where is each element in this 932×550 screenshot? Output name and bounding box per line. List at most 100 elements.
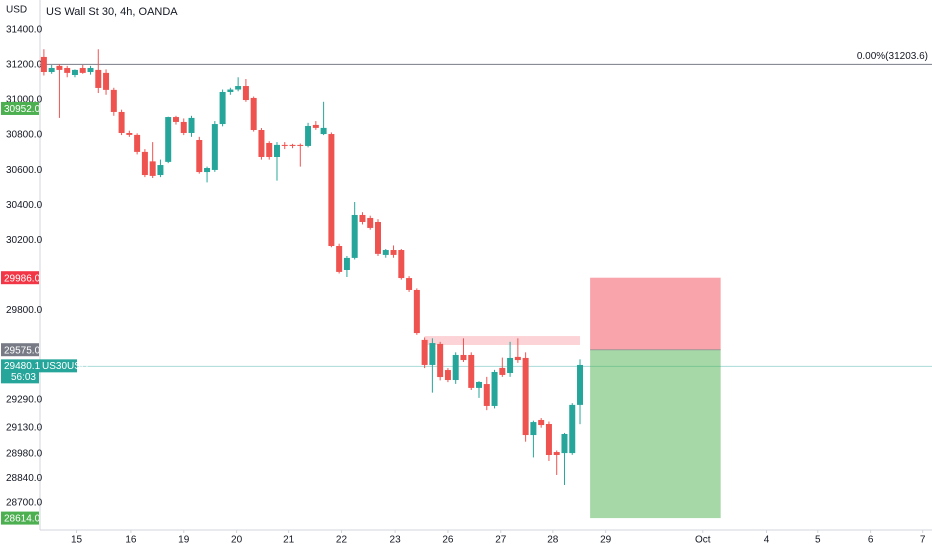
candle-body [343,257,350,270]
x-tick-label: 20 [231,535,243,546]
candle-body [126,132,133,135]
candle-body [235,86,242,90]
x-tick-label: 29 [600,535,612,546]
candle-body [110,89,117,112]
y-unit: USD [6,5,27,16]
y-tick-label: 29290.0 [6,394,43,405]
candle-body [545,424,552,456]
candle-body [312,124,319,128]
fib-label: 0.00%(31203.6) [857,51,928,62]
y-tick-label: 28980.0 [6,449,43,460]
y-tick-label: 31000.0 [6,95,43,106]
x-tick-label: 19 [178,535,190,546]
candle-body [165,117,172,162]
target-box [590,349,721,519]
candle-body [188,117,195,133]
candle-body [514,356,521,361]
candle-body [499,367,506,375]
candle-body [103,72,110,90]
candle-body [538,419,545,426]
y-tick-label: 30400.0 [6,200,43,211]
price-badge-bg [1,343,39,357]
candle-body [134,134,141,152]
candle-body [297,144,304,146]
price-badge-label: 28614.0 [4,514,41,525]
candle-body [359,214,366,222]
candle-body [561,433,568,454]
candle-body [382,250,389,255]
price-badge-bg [1,511,39,525]
candle-body [149,161,156,176]
candle-body [281,144,288,146]
candle-body [398,250,405,279]
candle-body [569,404,576,454]
candle-body [273,144,280,157]
y-tick-label: 30600.0 [6,165,43,176]
candle-body [491,371,498,406]
candle-body [172,117,179,122]
current-price-badge [1,359,39,384]
y-tick-label: 30800.0 [6,130,43,141]
x-tick-label: 15 [71,535,83,546]
candle-body [266,142,273,157]
y-tick-label: 28840.0 [6,473,43,484]
candle-body [413,289,420,334]
x-tick-label: 4 [764,535,770,546]
candle-body [460,354,467,361]
candle-body [476,381,483,388]
candle-body [250,97,257,131]
candle-body [468,354,475,388]
x-tick-label: 23 [390,535,402,546]
candle-body [141,151,148,176]
candle-body [374,221,381,254]
candle-body [157,165,164,176]
price-badge-label: 30952.0 [4,104,41,115]
candle-body [437,343,444,378]
candle-body [406,278,413,290]
candle-body [328,134,335,246]
candle-body [180,121,187,133]
candle-body [48,67,55,73]
candle-body [320,127,327,135]
candle-body [444,370,451,381]
y-tick-label: 31400.0 [6,25,43,36]
symbol-badge [39,359,77,373]
x-tick-label: Oct [695,535,711,546]
x-tick-label: 21 [283,535,295,546]
y-tick-label: 29800.0 [6,305,43,316]
price-badge-label: 29986.0 [4,273,41,284]
countdown-label: 56:03 [11,372,36,383]
y-tick-label: 28700.0 [6,498,43,509]
candle-body [87,67,94,73]
candle-body [577,364,584,405]
x-tick-label: 16 [125,535,137,546]
price-badge-label: 29575.0 [4,345,41,356]
candle-body [429,343,436,365]
candle-body [507,357,514,374]
x-tick-label: 27 [495,535,507,546]
candle-body [242,86,249,101]
candle-body [421,339,428,365]
price-badge-bg [1,271,39,285]
candle-body [71,69,78,75]
candle-body [258,130,265,157]
x-tick-label: 7 [920,535,926,546]
x-tick-label: 6 [868,535,874,546]
x-tick-label: 28 [547,535,559,546]
chart-title: US Wall St 30, 4h, OANDA [46,6,178,18]
candle-body [305,125,312,146]
candle-body [289,144,296,146]
x-tick-label: 26 [442,535,454,546]
candle-body [530,422,537,436]
candle-body [351,214,358,258]
symbol-label: US30USD [42,361,88,372]
candle-body [204,168,211,173]
current-price-label: 29480.1 [4,361,41,372]
candle-body [227,89,234,92]
candle-body [219,91,226,125]
stop-box [590,277,721,350]
x-tick-label: 5 [815,535,821,546]
candle-body [367,217,374,228]
